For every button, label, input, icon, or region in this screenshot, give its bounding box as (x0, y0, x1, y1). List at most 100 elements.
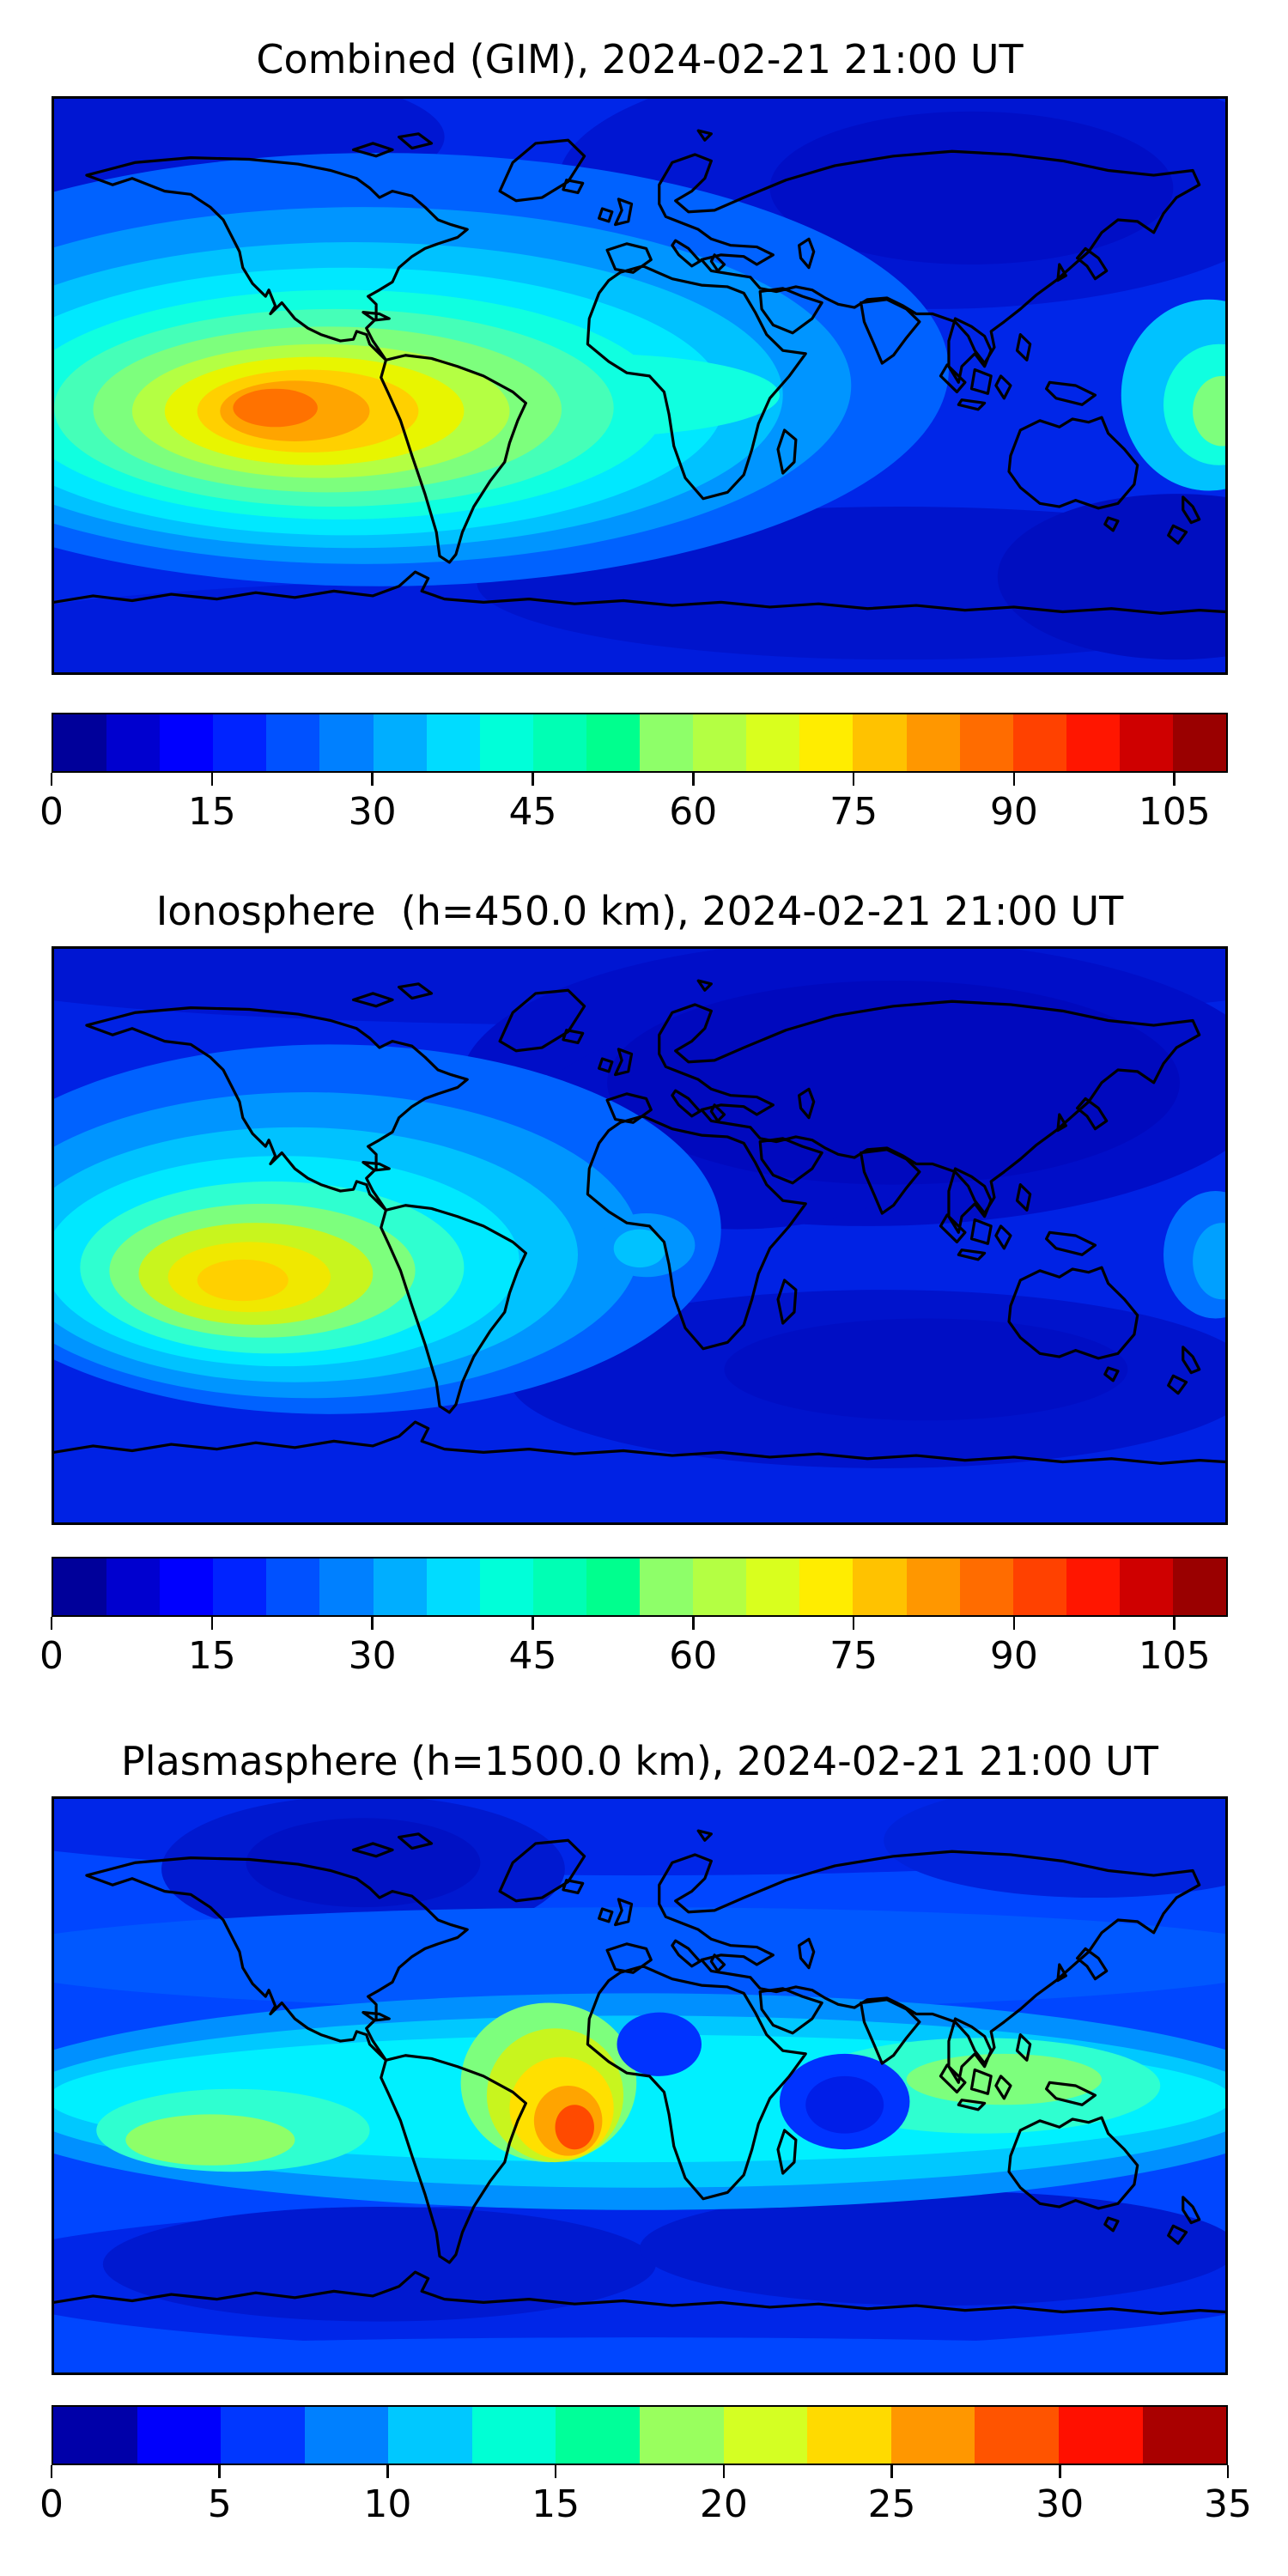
colorbar-segment (1142, 2407, 1227, 2464)
tick-label: 90 (989, 790, 1038, 834)
panel2-colorbar-ticks: 0 15 30 45 60 75 90 105 (39, 1617, 1228, 1720)
colorbar-segment (319, 714, 374, 771)
tick-mark (371, 1617, 374, 1630)
tick-mark (210, 773, 214, 786)
tick-label: 10 (363, 2482, 412, 2526)
colorbar-segment (1172, 714, 1227, 771)
tick-label: 45 (508, 1634, 557, 1678)
colorbar-segment (479, 714, 533, 771)
colorbar-segment (746, 714, 800, 771)
tick-label: 60 (669, 1634, 718, 1678)
colorbar-segment (266, 1558, 320, 1615)
combined-tec-map (54, 99, 1225, 672)
colorbar-segment (532, 714, 586, 771)
tick-mark (692, 1617, 695, 1630)
tick-mark (532, 1617, 534, 1630)
tick-label: 5 (207, 2482, 232, 2526)
colorbar-segment (1119, 1558, 1173, 1615)
colorbar-segment (373, 714, 427, 771)
panel2-title: Ionosphere (h=450.0 km), 2024-02-21 21:0… (155, 888, 1124, 934)
colorbar-segment (160, 1558, 214, 1615)
tick-mark (1059, 2465, 1061, 2478)
panel3-colorbar (52, 2405, 1228, 2465)
colorbar-segment (693, 714, 747, 771)
colorbar-segment (586, 714, 641, 771)
tick-mark (554, 2465, 557, 2478)
colorbar-segment (213, 714, 267, 771)
colorbar-segment (693, 1558, 747, 1615)
colorbar-segment (1012, 714, 1066, 771)
colorbar-segment (640, 1558, 694, 1615)
colorbar-segment (906, 1558, 960, 1615)
tick-mark (218, 2465, 221, 2478)
tick-mark (532, 773, 534, 786)
tick-label: 15 (187, 790, 236, 834)
colorbar-segment (959, 714, 1013, 771)
tick-label: 30 (1036, 2482, 1084, 2526)
panel1-colorbar (52, 713, 1228, 773)
tick-mark (386, 2465, 389, 2478)
panel2-map-ionosphere (52, 946, 1228, 1525)
colorbar-segment (1066, 714, 1120, 771)
colorbar-segment (640, 714, 694, 771)
tick-label: 30 (348, 1634, 397, 1678)
tick-mark (1173, 1617, 1176, 1630)
panel3-colorbar-ticks: 0 5 10 15 20 25 30 35 (39, 2465, 1252, 2568)
colorbar-segment (106, 714, 161, 771)
colorbar-segment (160, 714, 214, 771)
colorbar-segment (853, 1558, 907, 1615)
tick-mark (852, 773, 855, 786)
tick-label: 0 (39, 1634, 64, 1678)
colorbar-segment (890, 2407, 975, 2464)
colorbar-segment (304, 2407, 389, 2464)
colorbar-segment (373, 1558, 427, 1615)
tick-mark (1173, 773, 1176, 786)
tick-label: 45 (508, 790, 557, 834)
colorbar-segment (640, 2407, 724, 2464)
colorbar-segment (53, 1558, 107, 1615)
tick-label: 25 (867, 2482, 916, 2526)
colorbar-segment (807, 2407, 891, 2464)
ionosphere-tec-map (54, 949, 1225, 1522)
panel1-colorbar-ticks: 0 15 30 45 60 75 90 105 (39, 773, 1228, 876)
colorbar-segment (53, 2407, 137, 2464)
colorbar-segment (906, 714, 960, 771)
tick-label: 90 (989, 1634, 1038, 1678)
panel1-title: Combined (GIM), 2024-02-21 21:00 UT (256, 36, 1024, 82)
colorbar-segment (471, 2407, 556, 2464)
panel1-map-combined (52, 96, 1228, 675)
tick-mark (692, 773, 695, 786)
colorbar-segment (213, 1558, 267, 1615)
tick-mark (722, 2465, 726, 2478)
colorbar-segment (799, 1558, 854, 1615)
colorbar-segment (975, 2407, 1059, 2464)
colorbar-segment (723, 2407, 808, 2464)
tick-mark (50, 2465, 53, 2478)
tick-label: 15 (187, 1634, 236, 1678)
colorbar-segment (853, 714, 907, 771)
colorbar-segment (426, 1558, 480, 1615)
tick-label: 35 (1204, 2482, 1252, 2526)
colorbar-segment (1172, 1558, 1227, 1615)
colorbar-segment (137, 2407, 222, 2464)
tick-label: 15 (532, 2482, 580, 2526)
colorbar-segment (319, 1558, 374, 1615)
tick-mark (210, 1617, 214, 1630)
tick-mark (50, 1617, 53, 1630)
tick-mark (371, 773, 374, 786)
colorbar-segment (388, 2407, 472, 2464)
colorbar-segment (106, 1558, 161, 1615)
tick-label: 60 (669, 790, 718, 834)
tick-mark (50, 773, 53, 786)
colorbar-segment (479, 1558, 533, 1615)
colorbar-segment (53, 714, 107, 771)
tick-label: 75 (829, 1634, 878, 1678)
colorbar-segment (1119, 714, 1173, 771)
colorbar-segment (586, 1558, 641, 1615)
tick-label: 75 (829, 790, 878, 834)
tick-label: 0 (39, 2482, 64, 2526)
colorbar-segment (746, 1558, 800, 1615)
tick-label: 30 (348, 790, 397, 834)
colorbar-segment (266, 714, 320, 771)
